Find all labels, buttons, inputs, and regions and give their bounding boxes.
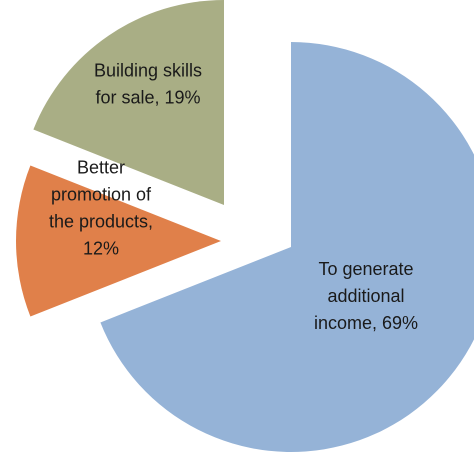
labels-layer: To generate additional income, 69% Better pr… [49,61,418,334]
slice-label-line: promotion of [51,185,152,205]
slice-label-line: Better [77,158,125,178]
slice-label-better-promotion: Better promotion of the products, 12% [49,158,153,259]
slice-label-line: income, 69% [314,313,418,333]
slice-label-line: the products, [49,212,153,232]
slice-label-line: 12% [83,239,119,259]
slice-label-line: Building skills [94,61,202,81]
slice-label-building-skills: Building skills for sale, 19% [94,61,202,108]
slice-label-line: for sale, 19% [95,88,200,108]
pie-slice-building-skills [33,0,225,205]
slices-layer [16,0,474,452]
slice-label-line: To generate [318,259,413,279]
slice-label-line: additional [327,286,404,306]
slice-label-generate-income: To generate additional income, 69% [314,259,418,333]
pie-slice-better-promotion [16,165,221,317]
pie-slice-generate-income [100,42,474,452]
